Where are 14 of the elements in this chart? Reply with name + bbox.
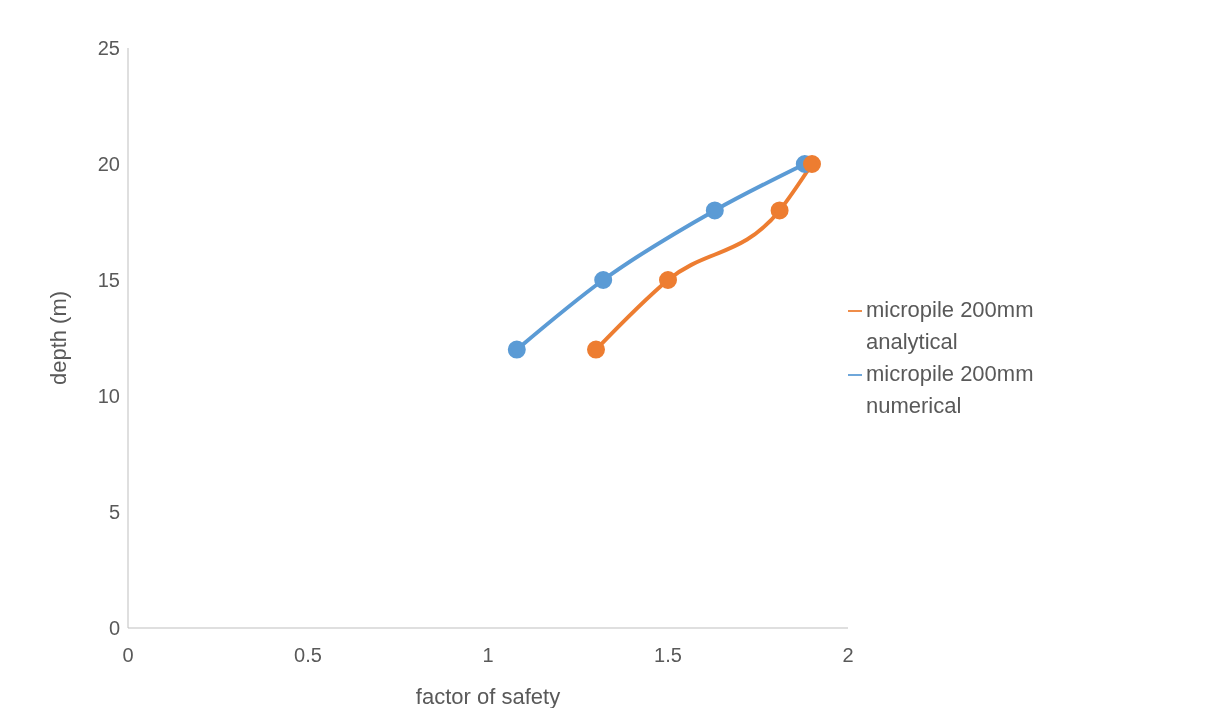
legend-label: micropile 200mm numerical bbox=[866, 360, 1035, 420]
y-tick-label: 10 bbox=[97, 385, 120, 408]
x-tick-label: 1 bbox=[482, 644, 494, 667]
x-axis-title: factor of safety bbox=[415, 683, 561, 709]
y-tick-label: 25 bbox=[97, 37, 120, 60]
x-tick-label: 0 bbox=[122, 644, 134, 667]
y-axis-title: depth (m) bbox=[45, 290, 71, 386]
y-tick-label: 0 bbox=[108, 617, 120, 640]
x-tick-label: 2 bbox=[842, 644, 854, 667]
x-tick-label: 0.5 bbox=[294, 644, 322, 667]
y-tick-label: 20 bbox=[97, 153, 120, 176]
y-tick-label: 15 bbox=[97, 269, 120, 292]
y-tick-label: 5 bbox=[108, 501, 120, 524]
x-tick-label: 1.5 bbox=[654, 644, 682, 667]
